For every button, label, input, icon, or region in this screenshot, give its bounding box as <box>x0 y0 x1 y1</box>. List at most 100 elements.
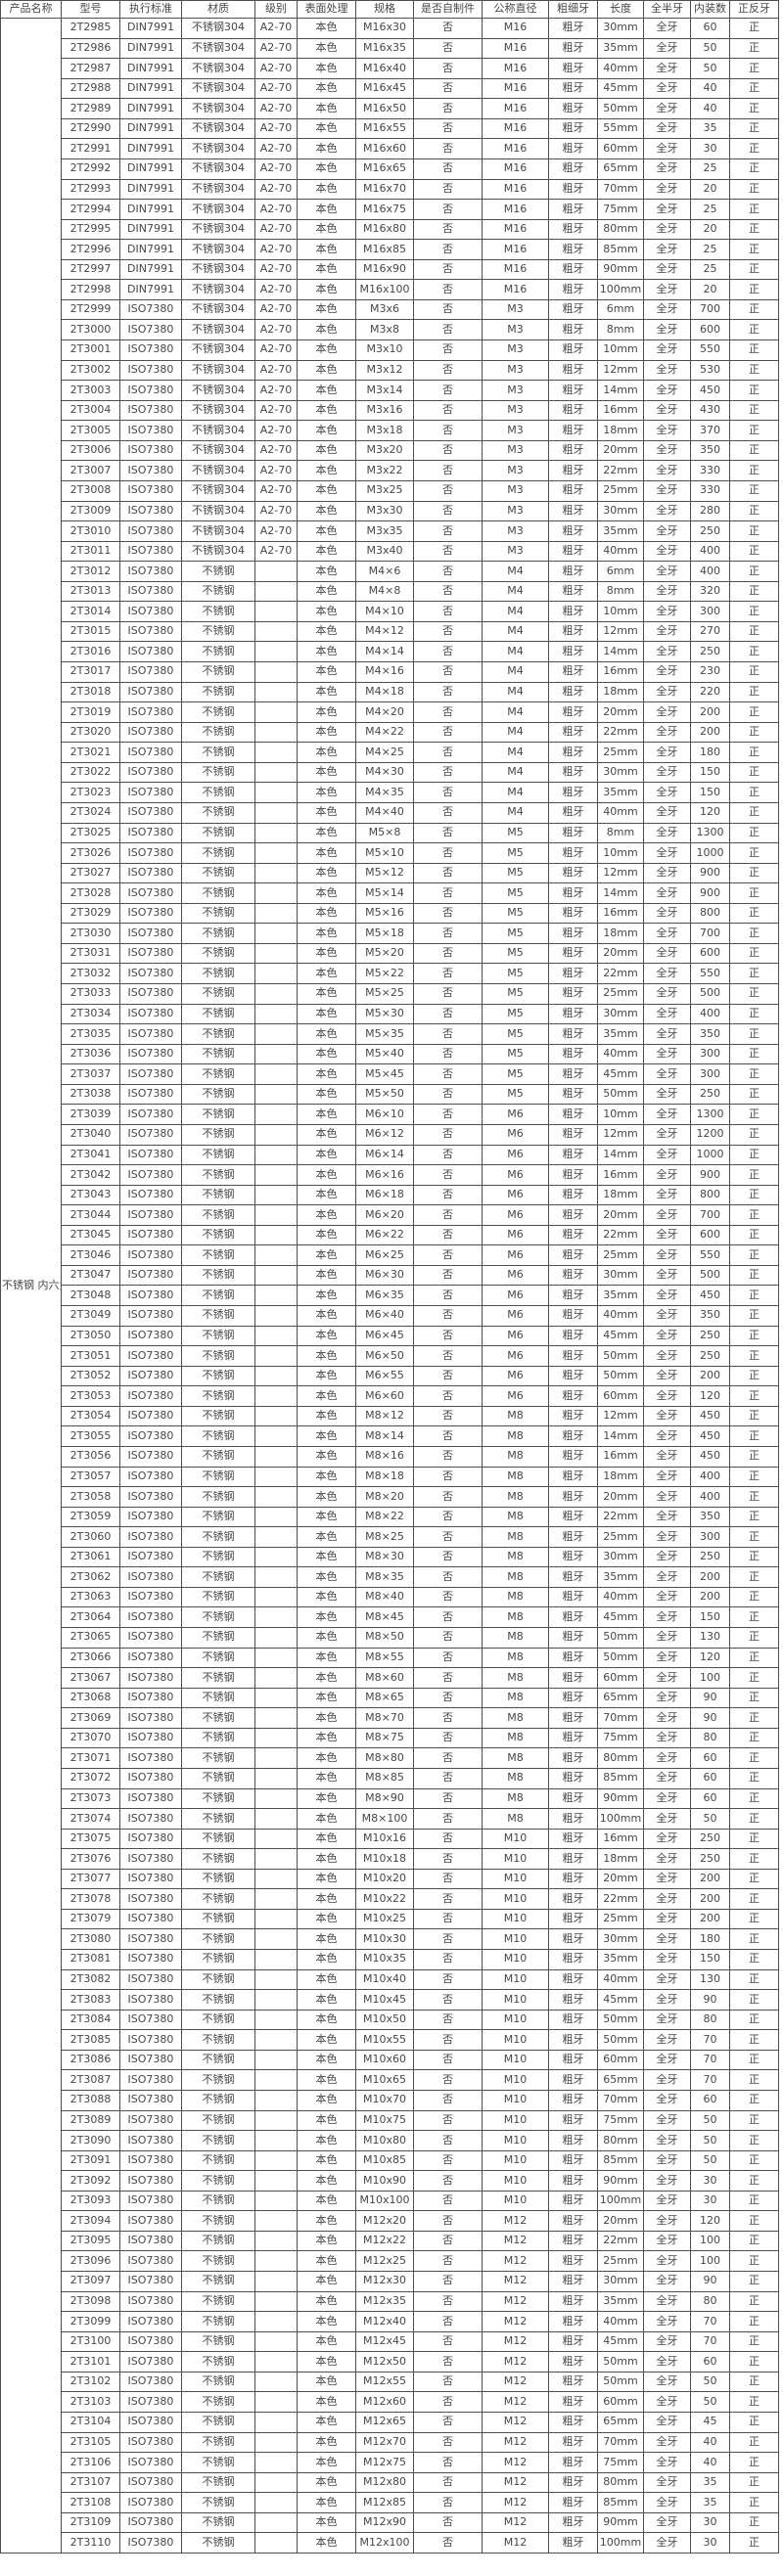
cell-self-made: 否 <box>413 2250 483 2272</box>
cell-grade <box>254 2109 298 2132</box>
cell-material: 不锈钢 <box>181 782 255 803</box>
cell-finish: 本色 <box>297 1949 356 1970</box>
cell-model: 2T3105 <box>61 2431 120 2454</box>
cell-material: 不锈钢 <box>181 2190 255 2212</box>
table-row: 2T3006 ISO7380 不锈钢304 A2-70 本色 M3x20 否 M3 粗牙 20mm… <box>1 439 779 462</box>
cell-grade <box>254 1325 298 1347</box>
cell-self-made: 否 <box>413 2271 483 2292</box>
cell-grade <box>254 1566 298 1588</box>
cell-thread-coverage: 全牙 <box>643 2049 691 2071</box>
cell-standard: DIN7991 <box>119 258 182 281</box>
cell-finish: 本色 <box>297 1486 356 1508</box>
cell-grade <box>254 1144 298 1166</box>
cell-thread-coverage: 全牙 <box>643 37 691 60</box>
cell-spec: M16x55 <box>355 117 414 140</box>
cell-standard: ISO7380 <box>119 1707 182 1729</box>
cell-thread-pitch: 粗牙 <box>548 1787 598 1810</box>
cell-direction: 正 <box>729 1627 779 1649</box>
cell-model: 2T3058 <box>61 1486 120 1508</box>
table-row: 2T3052 ISO7380 不锈钢 本色 M6×55 否 M6 粗牙 50mm 全牙 200 正 <box>1 1365 779 1387</box>
cell-pack-qty: 1000 <box>690 842 730 864</box>
cell-grade <box>254 1123 298 1146</box>
cell-diameter: M4 <box>482 601 549 622</box>
cell-grade <box>254 1466 298 1488</box>
cell-grade <box>254 942 298 965</box>
cell-material: 不锈钢 <box>181 2371 255 2393</box>
cell-standard: ISO7380 <box>119 439 182 462</box>
cell-finish: 本色 <box>297 2411 356 2433</box>
cell-pack-qty: 900 <box>690 882 730 904</box>
cell-grade <box>254 2170 298 2192</box>
cell-length: 65mm <box>597 1687 644 1709</box>
cell-material: 不锈钢304 <box>181 258 255 281</box>
cell-model: 2T3068 <box>61 1687 120 1709</box>
cell-thread-coverage: 全牙 <box>643 721 691 744</box>
cell-length: 16mm <box>597 1828 644 1850</box>
cell-self-made: 否 <box>413 1063 483 1085</box>
cell-material: 不锈钢 <box>181 822 255 844</box>
cell-standard: ISO7380 <box>119 1647 182 1669</box>
cell-length: 16mm <box>597 1445 644 1468</box>
cell-self-made: 否 <box>413 117 483 140</box>
cell-finish: 本色 <box>297 2170 356 2192</box>
cell-diameter: M8 <box>482 1787 549 1810</box>
cell-material: 不锈钢 <box>181 601 255 622</box>
cell-diameter: M8 <box>482 1808 549 1830</box>
cell-grade <box>254 2069 298 2091</box>
cell-thread-pitch: 粗牙 <box>548 2431 598 2454</box>
cell-self-made: 否 <box>413 842 483 864</box>
cell-grade <box>254 862 298 884</box>
table-row: 2T3000 ISO7380 不锈钢304 A2-70 本色 M3x8 否 M3 粗牙 8mm 全牙… <box>1 319 779 340</box>
cell-diameter: M8 <box>482 1425 549 1447</box>
cell-thread-coverage: 全牙 <box>643 1305 691 1327</box>
cell-diameter: M3 <box>482 319 549 340</box>
cell-spec: M3x16 <box>355 399 414 422</box>
cell-thread-pitch: 粗牙 <box>548 1365 598 1387</box>
cell-standard: ISO7380 <box>119 1385 182 1407</box>
cell-pack-qty: 300 <box>690 1043 730 1065</box>
cell-length: 35mm <box>597 1949 644 1970</box>
cell-finish: 本色 <box>297 1224 356 1246</box>
cell-finish: 本色 <box>297 2532 356 2553</box>
cell-self-made: 否 <box>413 580 483 603</box>
cell-standard: ISO7380 <box>119 1305 182 1327</box>
cell-grade <box>254 1627 298 1649</box>
table-row: 2T3103 ISO7380 不锈钢 本色 M12x60 否 M12 粗牙 60mm 全牙 50 正 <box>1 2391 779 2413</box>
cell-grade: A2-70 <box>254 199 298 220</box>
cell-spec: M8×100 <box>355 1808 414 1830</box>
table-row: 2T3101 ISO7380 不锈钢 本色 M12x50 否 M12 粗牙 50mm 全牙 60 正 <box>1 2351 779 2373</box>
cell-finish: 本色 <box>297 580 356 603</box>
cell-finish: 本色 <box>297 117 356 140</box>
cell-thread-pitch: 粗牙 <box>548 1486 598 1508</box>
cell-length: 75mm <box>597 1727 644 1749</box>
cell-spec: M12x55 <box>355 2371 414 2393</box>
table-row: 2T3058 ISO7380 不锈钢 本色 M8×20 否 M8 粗牙 20mm 全牙 400 正 <box>1 1486 779 1508</box>
cell-material: 不锈钢 <box>181 1787 255 1810</box>
cell-thread-coverage: 全牙 <box>643 580 691 603</box>
cell-thread-coverage: 全牙 <box>643 1244 691 1266</box>
cell-thread-coverage: 全牙 <box>643 1345 691 1367</box>
cell-finish: 本色 <box>297 1647 356 1669</box>
cell-spec: M6×40 <box>355 1305 414 1327</box>
cell-standard: ISO7380 <box>119 1989 182 2011</box>
cell-thread-coverage: 全牙 <box>643 58 691 79</box>
cell-thread-coverage: 全牙 <box>643 2492 691 2513</box>
cell-self-made: 否 <box>413 721 483 744</box>
cell-material: 不锈钢 <box>181 1908 255 1930</box>
cell-self-made: 否 <box>413 2371 483 2393</box>
cell-grade <box>254 1908 298 1930</box>
cell-standard: ISO7380 <box>119 1244 182 1266</box>
cell-direction: 正 <box>729 460 779 481</box>
cell-thread-pitch: 粗牙 <box>548 1888 598 1910</box>
cell-diameter: M6 <box>482 1285 549 1306</box>
cell-direction: 正 <box>729 1828 779 1850</box>
cell-pack-qty: 500 <box>690 1264 730 1287</box>
table-row: 2T3092 ISO7380 不锈钢 本色 M10x90 否 M10 粗牙 90mm 全牙 30 正 <box>1 2170 779 2192</box>
cell-direction: 正 <box>729 761 779 784</box>
cell-spec: M4×12 <box>355 620 414 643</box>
cell-standard: ISO7380 <box>119 1425 182 1447</box>
table-row: 2T3037 ISO7380 不锈钢 本色 M5×45 否 M5 粗牙 45mm 全牙 300 正 <box>1 1063 779 1085</box>
cell-thread-pitch: 粗牙 <box>548 1083 598 1106</box>
cell-material: 不锈钢 <box>181 742 255 763</box>
